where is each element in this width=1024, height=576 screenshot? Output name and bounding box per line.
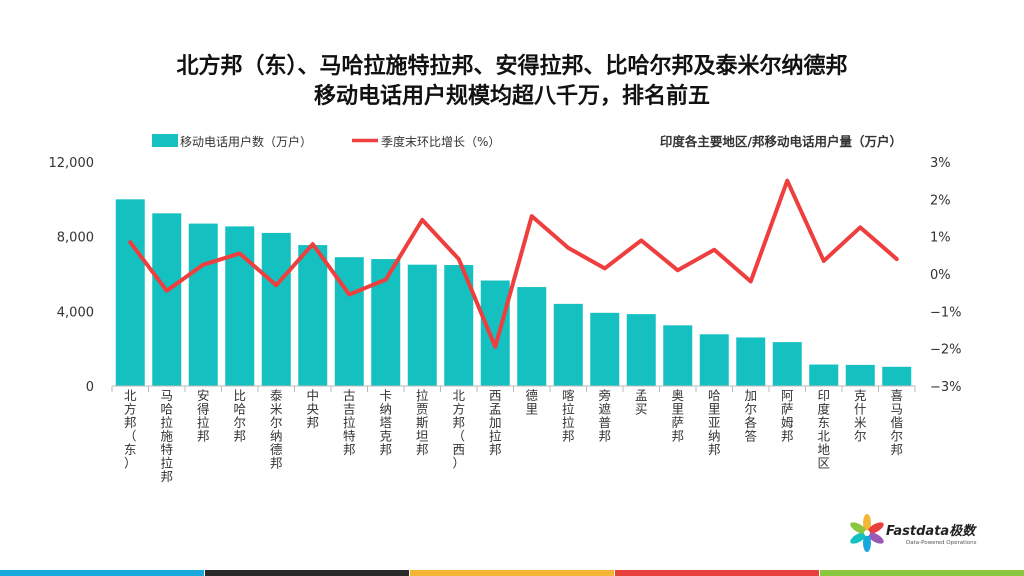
category-label-5: 中央邦	[306, 388, 319, 430]
bar-18	[772, 342, 802, 386]
bar-15	[663, 325, 693, 386]
chart-title-line-1: 北方邦（东）、马哈拉施特拉邦、安得拉邦、比哈尔邦及泰米尔纳德邦	[176, 54, 848, 79]
category-label-9: 北方邦（西）	[452, 388, 465, 471]
bar-0	[115, 199, 145, 386]
y-right-tick-label: 0%	[930, 268, 951, 283]
category-label-17: 加尔各答	[744, 388, 757, 444]
y-right-tick-label: −3%	[930, 380, 962, 395]
category-label-20: 克什米尔	[854, 388, 867, 444]
logo-tagline: Data-Powered Operations	[906, 540, 977, 546]
bar-2	[188, 223, 218, 386]
bar-13	[590, 312, 620, 386]
bar-21	[882, 366, 912, 386]
bottom-stripe-1	[0, 570, 204, 576]
y-left-tick-label: 4,000	[57, 305, 94, 320]
category-label-10: 西孟加拉邦	[489, 388, 502, 457]
bottom-stripe-3	[410, 570, 614, 576]
growth-line	[128, 178, 899, 349]
category-label-16: 哈里亚纳邦	[708, 388, 721, 457]
bar-5	[298, 245, 328, 386]
y-right-tick-label: −1%	[930, 305, 962, 320]
bar-4	[261, 232, 291, 386]
flower-logo-icon	[850, 514, 884, 552]
bar-20	[845, 364, 875, 386]
logo-name: Fastdata极数	[886, 524, 976, 539]
bar-11	[517, 287, 547, 386]
legend-bar-label: 移动电话用户数（万户）	[180, 134, 312, 149]
bar-16	[699, 334, 729, 386]
category-label-15: 奥里萨邦	[671, 388, 684, 444]
category-label-21: 喜马偕尔邦	[890, 388, 903, 457]
bar-17	[736, 337, 766, 386]
category-label-0: 北方邦（东）	[124, 388, 137, 471]
y-right-tick-label: 2%	[930, 193, 951, 208]
y-left-tick-label: 12,000	[49, 156, 95, 171]
category-label-6: 古吉拉特邦	[343, 388, 356, 457]
category-label-13: 旁遮普邦	[598, 388, 611, 444]
y-right-tick-label: 3%	[930, 156, 951, 171]
category-label-12: 喀拉拉邦	[562, 388, 575, 444]
category-label-4: 泰米尔纳德邦	[270, 388, 283, 471]
bottom-stripe-5	[820, 570, 1024, 576]
category-label-2: 安得拉邦	[197, 388, 210, 444]
bottom-stripe-2	[205, 570, 409, 576]
category-label-18: 阿萨姆邦	[781, 388, 794, 444]
chart-annotation: 印度各主要地区/邦移动电话用户量（万户）	[660, 134, 902, 149]
category-label-11: 德里	[525, 388, 538, 417]
bar-10	[480, 280, 510, 386]
category-label-19: 印度东北地区	[817, 388, 830, 471]
bottom-stripe-4	[615, 570, 819, 576]
bar-3	[225, 226, 255, 386]
bar-8	[407, 264, 437, 386]
category-label-8: 拉贾斯坦邦	[416, 388, 429, 457]
y-right-tick-label: −2%	[930, 343, 962, 358]
bar-14	[626, 314, 656, 386]
y-left-tick-label: 8,000	[57, 231, 94, 246]
chart-title-line-2: 移动电话用户规模均超八千万，排名前五	[313, 84, 710, 109]
bar-1	[152, 213, 182, 386]
category-label-14: 孟买	[635, 388, 648, 417]
legend-line-label: 季度末环比增长（%）	[381, 134, 500, 149]
legend-bar-swatch	[152, 134, 178, 147]
category-label-1: 马哈拉施特拉邦	[160, 388, 173, 484]
y-left-tick-label: 0	[86, 380, 94, 395]
bar-19	[809, 364, 839, 386]
y-right-tick-label: 1%	[930, 231, 951, 246]
category-label-7: 卡纳塔克邦	[379, 388, 392, 457]
bar-6	[334, 257, 364, 386]
category-label-3: 比哈尔邦	[233, 388, 246, 444]
bar-12	[553, 303, 583, 386]
fastdata-logo: Fastdata极数 Data-Powered Operations	[848, 512, 988, 554]
